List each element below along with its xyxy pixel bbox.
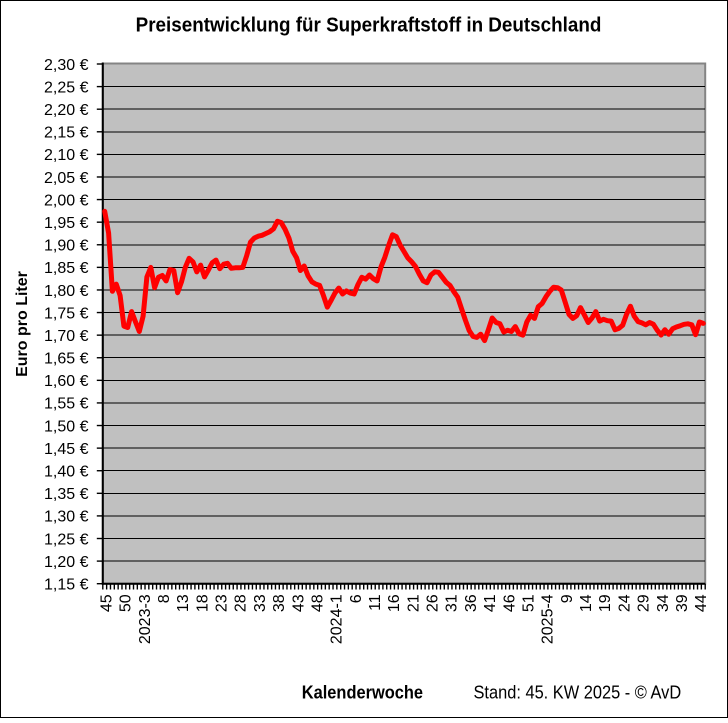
svg-text:45: 45	[98, 594, 115, 612]
svg-text:2025-4: 2025-4	[540, 594, 557, 644]
svg-text:9: 9	[559, 594, 576, 603]
svg-text:1,30 €: 1,30 €	[44, 509, 89, 526]
svg-text:18: 18	[194, 594, 211, 612]
svg-text:33: 33	[252, 594, 269, 612]
svg-text:6: 6	[348, 594, 365, 603]
svg-text:39: 39	[674, 594, 691, 612]
svg-text:2,25 €: 2,25 €	[44, 79, 89, 96]
svg-text:16: 16	[386, 594, 403, 612]
svg-text:1,90 €: 1,90 €	[44, 238, 89, 255]
svg-text:1,60 €: 1,60 €	[44, 373, 89, 390]
svg-text:14: 14	[578, 594, 595, 612]
svg-text:23: 23	[214, 594, 231, 612]
svg-text:13: 13	[175, 594, 192, 612]
svg-text:Stand: 45. KW 2025 - © AvD: Stand: 45. KW 2025 - © AvD	[474, 683, 682, 703]
svg-text:2023-3: 2023-3	[137, 594, 154, 644]
svg-text:28: 28	[233, 594, 250, 612]
svg-text:29: 29	[636, 594, 653, 612]
svg-text:1,35 €: 1,35 €	[44, 486, 89, 503]
svg-text:34: 34	[655, 594, 672, 612]
svg-text:11: 11	[367, 594, 384, 611]
svg-text:2,15 €: 2,15 €	[44, 125, 89, 142]
svg-text:26: 26	[425, 594, 442, 612]
svg-text:1,20 €: 1,20 €	[44, 554, 89, 571]
svg-text:41: 41	[482, 594, 499, 612]
svg-text:2024-1: 2024-1	[329, 594, 346, 644]
svg-text:2,30 €: 2,30 €	[44, 57, 89, 74]
svg-text:2,20 €: 2,20 €	[44, 102, 89, 119]
svg-text:1,85 €: 1,85 €	[44, 260, 89, 277]
svg-text:46: 46	[501, 594, 518, 612]
svg-text:36: 36	[463, 594, 480, 612]
svg-text:19: 19	[597, 594, 614, 612]
svg-text:1,65 €: 1,65 €	[44, 351, 89, 368]
svg-text:24: 24	[616, 594, 633, 612]
svg-text:1,45 €: 1,45 €	[44, 441, 89, 458]
svg-text:1,55 €: 1,55 €	[44, 396, 89, 413]
svg-text:48: 48	[310, 594, 327, 612]
svg-text:2,10 €: 2,10 €	[44, 147, 89, 164]
svg-text:2,00 €: 2,00 €	[44, 192, 89, 209]
svg-text:31: 31	[444, 594, 461, 612]
svg-text:1,75 €: 1,75 €	[44, 305, 89, 322]
svg-text:1,50 €: 1,50 €	[44, 418, 89, 435]
svg-text:1,25 €: 1,25 €	[44, 531, 89, 548]
svg-text:1,70 €: 1,70 €	[44, 328, 89, 345]
svg-text:51: 51	[521, 594, 538, 612]
svg-text:50: 50	[118, 594, 135, 612]
svg-text:Kalenderwoche: Kalenderwoche	[302, 683, 423, 703]
svg-text:Euro pro Liter: Euro pro Liter	[14, 271, 31, 377]
svg-text:8: 8	[156, 594, 173, 603]
svg-text:21: 21	[405, 594, 422, 612]
svg-text:38: 38	[271, 594, 288, 612]
svg-text:1,40 €: 1,40 €	[44, 464, 89, 481]
svg-text:2,05 €: 2,05 €	[44, 170, 89, 187]
svg-text:1,95 €: 1,95 €	[44, 215, 89, 232]
svg-text:1,80 €: 1,80 €	[44, 283, 89, 300]
svg-text:Preisentwicklung für Superkraf: Preisentwicklung für Superkraftstoff in …	[136, 15, 602, 37]
svg-text:43: 43	[290, 594, 307, 612]
svg-text:1,15 €: 1,15 €	[44, 577, 89, 594]
svg-text:44: 44	[693, 594, 710, 612]
